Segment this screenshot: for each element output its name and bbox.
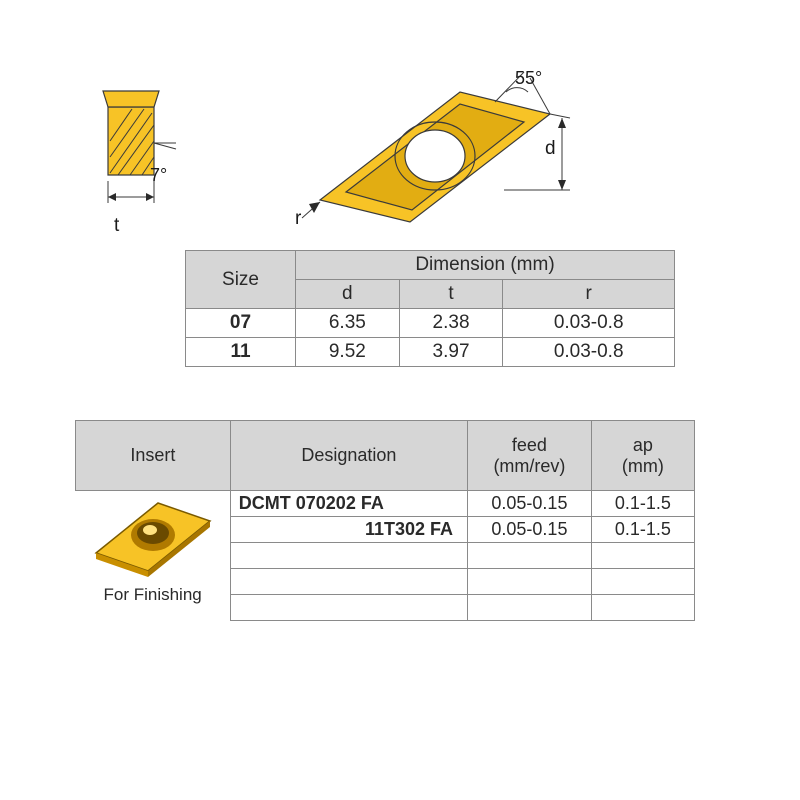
side-angle-label: 7°: [150, 165, 167, 186]
table-row: 11 9.52 3.97 0.03-0.8: [186, 338, 675, 367]
desig-header-ap: ap (mm): [591, 421, 694, 491]
cell-d: 6.35: [296, 309, 400, 338]
table-row: For Finishing DCMT 070202 FA 0.05-0.15 0…: [76, 491, 695, 517]
desig-header-insert: Insert: [76, 421, 231, 491]
insert-side-view: [100, 85, 190, 225]
cell-designation: [230, 543, 467, 569]
cell-ap: [591, 543, 694, 569]
r-dimension-label: r: [295, 208, 301, 230]
cell-designation: 11T302 FA: [230, 517, 467, 543]
table-row: 07 6.35 2.38 0.03-0.8: [186, 309, 675, 338]
dim-header-size: Size: [186, 251, 296, 309]
cell-ap: 0.1-1.5: [591, 491, 694, 517]
insert-thumbnail-icon: [88, 493, 218, 579]
technical-diagrams: 7° t: [70, 60, 730, 240]
datasheet-canvas: 7° t: [0, 0, 800, 800]
desig-header-feed: feed (mm/rev): [468, 421, 592, 491]
cell-d: 9.52: [296, 338, 400, 367]
dimension-table: Size Dimension (mm) d t r 07 6.35 2.38 0…: [185, 250, 675, 367]
dim-col-d: d: [296, 280, 400, 309]
d-dimension-label: d: [545, 138, 556, 160]
dim-col-r: r: [503, 280, 675, 309]
cell-t: 2.38: [399, 309, 503, 338]
insert-top-view: [300, 70, 580, 245]
dim-col-t: t: [399, 280, 503, 309]
cell-designation: DCMT 070202 FA: [230, 491, 467, 517]
cell-size: 07: [186, 309, 296, 338]
cell-r: 0.03-0.8: [503, 338, 675, 367]
cell-size: 11: [186, 338, 296, 367]
cell-feed: [468, 543, 592, 569]
cell-r: 0.03-0.8: [503, 309, 675, 338]
cell-ap: [591, 595, 694, 621]
t-dimension-label: t: [114, 215, 119, 237]
cell-feed: [468, 569, 592, 595]
insert-thumbnail-cell: For Finishing: [76, 491, 231, 621]
finishing-label: For Finishing: [103, 585, 201, 605]
desig-header-designation: Designation: [230, 421, 467, 491]
cell-ap: [591, 569, 694, 595]
cell-feed: [468, 595, 592, 621]
cell-ap: 0.1-1.5: [591, 517, 694, 543]
cell-designation: [230, 595, 467, 621]
cell-designation: [230, 569, 467, 595]
cell-feed: 0.05-0.15: [468, 491, 592, 517]
top-angle-label: 55°: [515, 68, 542, 89]
cell-feed: 0.05-0.15: [468, 517, 592, 543]
dim-header-dimension: Dimension (mm): [296, 251, 675, 280]
designation-table: Insert Designation feed (mm/rev) ap (mm): [75, 420, 695, 621]
cell-t: 3.97: [399, 338, 503, 367]
